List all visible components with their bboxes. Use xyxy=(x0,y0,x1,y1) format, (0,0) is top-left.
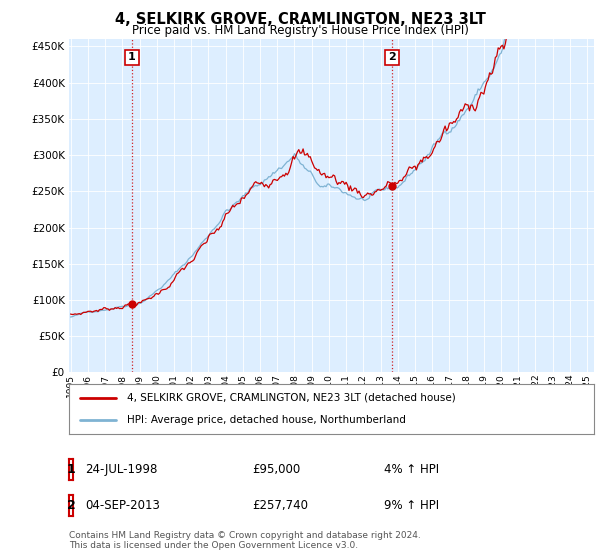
Text: 1: 1 xyxy=(67,463,76,476)
Text: 1: 1 xyxy=(128,52,136,62)
Text: 2: 2 xyxy=(67,499,76,512)
Text: 4% ↑ HPI: 4% ↑ HPI xyxy=(384,463,439,476)
Text: 24-JUL-1998: 24-JUL-1998 xyxy=(85,463,157,476)
Text: Contains HM Land Registry data © Crown copyright and database right 2024.
This d: Contains HM Land Registry data © Crown c… xyxy=(69,531,421,550)
Text: 4, SELKIRK GROVE, CRAMLINGTON, NE23 3LT: 4, SELKIRK GROVE, CRAMLINGTON, NE23 3LT xyxy=(115,12,485,27)
Text: Price paid vs. HM Land Registry's House Price Index (HPI): Price paid vs. HM Land Registry's House … xyxy=(131,24,469,37)
Text: £95,000: £95,000 xyxy=(252,463,300,476)
Text: HPI: Average price, detached house, Northumberland: HPI: Average price, detached house, Nort… xyxy=(127,415,406,425)
Text: 2: 2 xyxy=(388,52,396,62)
Text: £257,740: £257,740 xyxy=(252,499,308,512)
Text: 4, SELKIRK GROVE, CRAMLINGTON, NE23 3LT (detached house): 4, SELKIRK GROVE, CRAMLINGTON, NE23 3LT … xyxy=(127,393,455,403)
Text: 04-SEP-2013: 04-SEP-2013 xyxy=(85,499,160,512)
Text: 9% ↑ HPI: 9% ↑ HPI xyxy=(384,499,439,512)
